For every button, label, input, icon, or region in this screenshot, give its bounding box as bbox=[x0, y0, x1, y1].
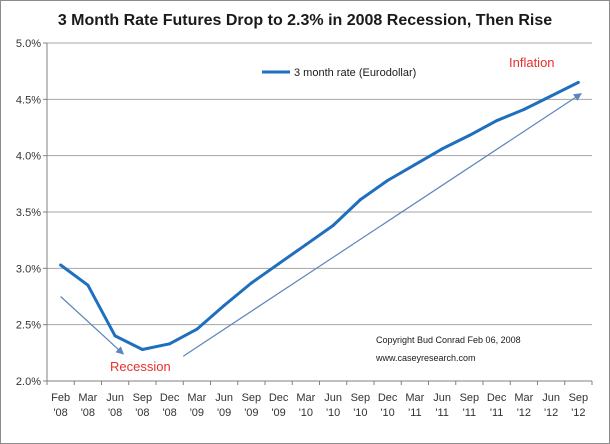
x-tick-label-month: Sep bbox=[460, 392, 480, 404]
series-layer bbox=[59, 80, 580, 351]
x-tick-label-month: Dec bbox=[378, 392, 398, 404]
x-tick-label-year: '11 bbox=[490, 407, 504, 419]
inflation-annotation: Inflation bbox=[509, 55, 555, 70]
trend-arrow bbox=[182, 93, 582, 357]
data-point bbox=[576, 80, 580, 84]
y-tick-label: 4.5% bbox=[16, 94, 41, 106]
x-tick-label-year: '08 bbox=[162, 407, 176, 419]
axis-layer: 2.0% 2.5% 3.0% 3.5% 4.0% 4.5% 5.0% Feb '08 Mar '08… bbox=[16, 38, 593, 419]
x-tick-label-year: '12 bbox=[544, 407, 558, 419]
x-tick-label-month: Mar bbox=[405, 392, 424, 404]
website-note: www.caseyresearch.com bbox=[375, 353, 476, 363]
x-tick-label-month: Sep bbox=[242, 392, 262, 404]
x-tick-label-month: Feb bbox=[51, 392, 70, 404]
chart-title: 3 Month Rate Futures Drop to 2.3% in 200… bbox=[58, 12, 552, 29]
x-tick-label-month: Jun bbox=[215, 392, 233, 404]
data-point bbox=[86, 283, 90, 287]
x-tick-label-year: '10 bbox=[380, 407, 394, 419]
arrow-layer bbox=[60, 93, 582, 357]
x-tick-label-year: '10 bbox=[326, 407, 340, 419]
trend-arrow bbox=[60, 296, 125, 355]
x-tick-label-year: '08 bbox=[81, 407, 95, 419]
data-point bbox=[331, 224, 335, 228]
data-point bbox=[467, 133, 471, 137]
legend: 3 month rate (Eurodollar) bbox=[262, 67, 416, 79]
y-tick-label: 5.0% bbox=[16, 38, 41, 50]
data-point bbox=[195, 327, 199, 331]
x-tick-label-year: '08 bbox=[135, 407, 149, 419]
x-tick-label-year: '08 bbox=[53, 407, 67, 419]
y-tick-label: 3.5% bbox=[16, 207, 41, 219]
y-tick-label: 3.0% bbox=[16, 263, 41, 275]
x-tick-label-year: '10 bbox=[353, 407, 367, 419]
data-point bbox=[495, 119, 499, 123]
x-tick-label-year: '11 bbox=[435, 407, 449, 419]
x-tick-label-month: Mar bbox=[514, 392, 533, 404]
data-point bbox=[59, 263, 63, 267]
x-tick-label-year: '11 bbox=[408, 407, 422, 419]
x-tick-label-month: Mar bbox=[78, 392, 97, 404]
data-point bbox=[113, 334, 117, 338]
x-tick-label-year: '12 bbox=[571, 407, 585, 419]
copyright-note: Copyright Bud Conrad Feb 06, 2008 bbox=[376, 335, 521, 345]
recession-annotation: Recession bbox=[110, 359, 171, 374]
x-tick-label-month: Jun bbox=[433, 392, 451, 404]
x-tick-label-year: '09 bbox=[244, 407, 258, 419]
data-point bbox=[168, 342, 172, 346]
x-tick-label-month: Dec bbox=[269, 392, 289, 404]
data-point bbox=[304, 243, 308, 247]
data-point bbox=[413, 163, 417, 167]
x-tick-label-month: Mar bbox=[187, 392, 206, 404]
y-tick-label: 4.0% bbox=[16, 151, 41, 163]
legend-label: 3 month rate (Eurodollar) bbox=[294, 67, 416, 79]
x-tick-label-year: '09 bbox=[217, 407, 231, 419]
y-tick-label: 2.0% bbox=[16, 376, 41, 388]
y-tick-label: 2.5% bbox=[16, 320, 41, 332]
x-tick-label-year: '12 bbox=[517, 407, 531, 419]
x-tick-label-month: Jun bbox=[324, 392, 342, 404]
x-tick-label-year: '10 bbox=[299, 407, 313, 419]
data-point bbox=[249, 281, 253, 285]
x-tick-label-month: Sep bbox=[133, 392, 153, 404]
grid-layer bbox=[47, 42, 592, 326]
x-tick-label-month: Mar bbox=[296, 392, 315, 404]
data-point bbox=[222, 304, 226, 308]
x-tick-label-month: Dec bbox=[487, 392, 507, 404]
x-tick-label-month: Sep bbox=[351, 392, 371, 404]
data-point bbox=[277, 262, 281, 266]
series-line-eurodollar bbox=[59, 81, 580, 351]
x-tick-label-month: Dec bbox=[160, 392, 180, 404]
x-tick-label-month: Jun bbox=[106, 392, 124, 404]
data-point bbox=[522, 107, 526, 111]
x-tick-label-month: Sep bbox=[569, 392, 589, 404]
data-point bbox=[440, 147, 444, 151]
x-tick-label-year: '11 bbox=[463, 407, 477, 419]
x-tick-label-year: '08 bbox=[108, 407, 122, 419]
x-tick-label-year: '09 bbox=[190, 407, 204, 419]
data-point bbox=[358, 198, 362, 202]
data-point bbox=[386, 178, 390, 182]
data-point bbox=[140, 347, 144, 351]
x-tick-label-month: Jun bbox=[542, 392, 560, 404]
x-tick-label-year: '09 bbox=[271, 407, 285, 419]
data-point bbox=[549, 94, 553, 98]
